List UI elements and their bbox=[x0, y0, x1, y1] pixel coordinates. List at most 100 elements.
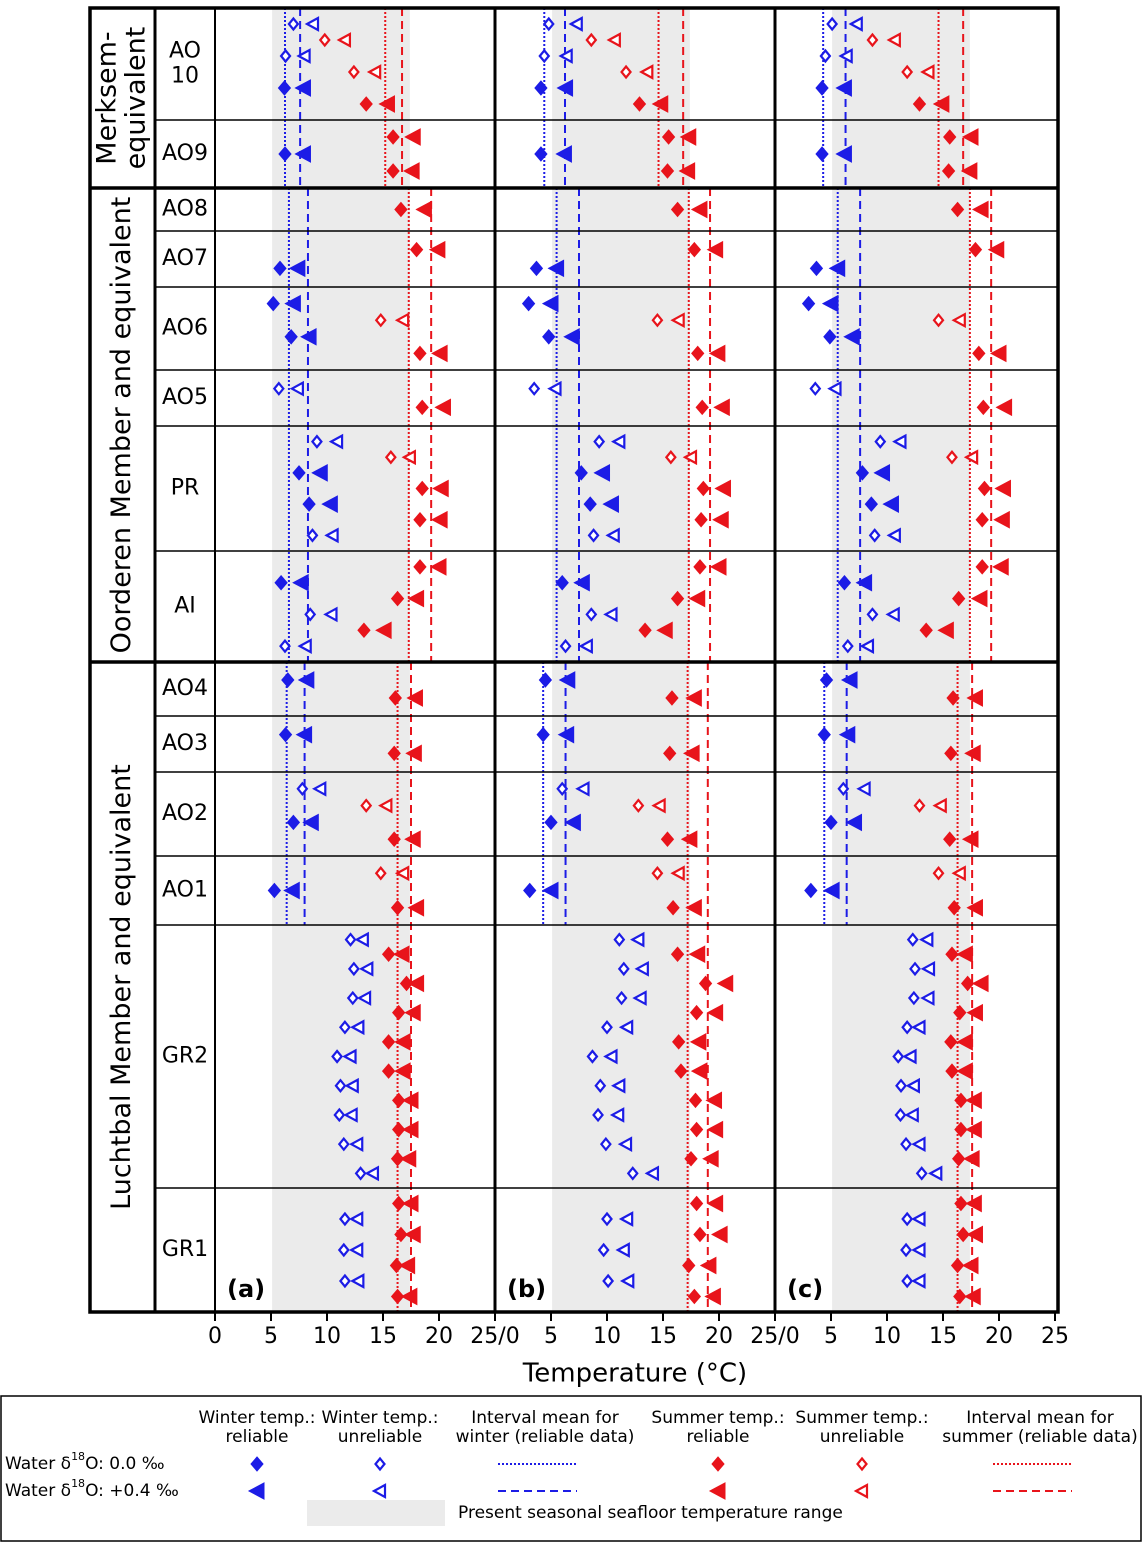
marker-triangle-open bbox=[619, 1273, 635, 1289]
marker-triangle bbox=[431, 510, 448, 529]
marker-diamond bbox=[583, 496, 597, 512]
marker-triangle bbox=[378, 95, 395, 113]
marker-triangle-open bbox=[354, 931, 369, 948]
marker-triangle bbox=[375, 621, 392, 640]
marker-triangle bbox=[297, 671, 315, 689]
marker-triangle-open bbox=[617, 1136, 633, 1153]
marker-diamond-open bbox=[874, 434, 887, 449]
present-range bbox=[552, 8, 690, 1312]
marker-diamond bbox=[950, 1257, 965, 1274]
marker-triangle bbox=[563, 327, 580, 346]
marker-triangle bbox=[392, 945, 410, 964]
marker-diamond bbox=[292, 465, 306, 481]
marker-triangle bbox=[321, 495, 338, 513]
marker-triangle bbox=[838, 725, 856, 744]
marker-triangle bbox=[966, 898, 983, 917]
marker-diamond-open bbox=[272, 381, 285, 396]
marker-diamond bbox=[960, 975, 975, 992]
marker-triangle bbox=[428, 240, 446, 259]
marker-triangle bbox=[556, 79, 574, 97]
marker-diamond-open bbox=[556, 781, 569, 797]
marker-triangle-open bbox=[919, 931, 934, 948]
marker-triangle bbox=[960, 162, 978, 180]
marker-triangle bbox=[708, 1482, 726, 1500]
x-tick-label: 15 bbox=[649, 1324, 677, 1349]
marker-triangle bbox=[993, 510, 1010, 529]
marker-triangle-open bbox=[296, 48, 311, 64]
marker-diamond-open bbox=[310, 434, 323, 449]
marker-triangle bbox=[558, 671, 576, 689]
marker-triangle-open bbox=[603, 606, 618, 623]
marker-triangle bbox=[987, 240, 1005, 259]
marker-triangle bbox=[432, 479, 449, 498]
marker-triangle-open bbox=[366, 64, 382, 80]
marker-triangle bbox=[688, 945, 706, 964]
marker-diamond-open bbox=[907, 990, 920, 1006]
marker-triangle bbox=[966, 689, 983, 707]
marker-triangle bbox=[843, 327, 860, 346]
marker-diamond bbox=[956, 1226, 970, 1243]
marker-diamond-open bbox=[542, 16, 555, 32]
x-tick-label: 5 bbox=[824, 1324, 838, 1349]
marker-diamond bbox=[694, 511, 708, 528]
marker-triangle bbox=[992, 558, 1009, 576]
marker-triangle bbox=[656, 621, 673, 640]
marker-diamond bbox=[555, 574, 569, 591]
marker-diamond bbox=[689, 1004, 704, 1021]
marker-diamond bbox=[670, 590, 685, 607]
marker-triangle bbox=[989, 344, 1007, 363]
marker-diamond bbox=[689, 1121, 704, 1138]
marker-triangle bbox=[403, 162, 420, 180]
marker-diamond-open bbox=[819, 48, 832, 64]
marker-triangle bbox=[541, 881, 559, 900]
x-tick-label: 10 bbox=[873, 1324, 901, 1349]
marker-triangle bbox=[688, 589, 706, 608]
legend-header: winter (reliable data) bbox=[456, 1427, 635, 1447]
marker-diamond bbox=[919, 622, 933, 639]
marker-triangle bbox=[965, 1194, 982, 1213]
marker-triangle bbox=[706, 1120, 724, 1139]
marker-triangle-open bbox=[644, 1165, 660, 1182]
marker-diamond bbox=[381, 1063, 396, 1079]
legend-text: O: +0.4 ‰ bbox=[85, 1481, 179, 1501]
marker-diamond bbox=[815, 80, 829, 96]
marker-diamond-open bbox=[346, 990, 359, 1006]
marker-diamond-open bbox=[306, 528, 319, 543]
marker-diamond bbox=[824, 814, 838, 831]
marker-diamond bbox=[661, 129, 676, 145]
marker-diamond bbox=[413, 511, 427, 528]
marker-diamond-open bbox=[587, 528, 600, 543]
marker-triangle bbox=[404, 830, 421, 849]
marker-diamond-open bbox=[344, 932, 357, 947]
row-label: AO4 bbox=[162, 676, 208, 701]
marker-diamond bbox=[952, 1151, 966, 1167]
marker-triangle bbox=[835, 79, 852, 97]
marker-triangle bbox=[404, 1225, 421, 1244]
marker-triangle-open bbox=[297, 638, 312, 654]
row-label: GR1 bbox=[162, 1237, 208, 1262]
marker-diamond bbox=[954, 1121, 968, 1138]
marker-diamond-open bbox=[360, 798, 373, 813]
x-tick-label: 15 bbox=[369, 1324, 397, 1349]
marker-diamond bbox=[953, 1004, 967, 1021]
marker-triangle bbox=[401, 1194, 419, 1213]
marker-diamond-open bbox=[304, 607, 317, 622]
marker-triangle bbox=[699, 1256, 717, 1275]
marker-diamond-open bbox=[901, 64, 914, 80]
legend-text: 18 bbox=[71, 1477, 85, 1490]
marker-diamond-open bbox=[866, 32, 879, 48]
marker-diamond bbox=[968, 241, 983, 258]
marker-triangle-open bbox=[324, 527, 339, 544]
marker-diamond bbox=[687, 1288, 702, 1305]
marker-triangle-open bbox=[920, 990, 935, 1006]
marker-triangle bbox=[706, 240, 724, 259]
marker-triangle bbox=[399, 1149, 417, 1168]
marker-triangle-open bbox=[963, 449, 979, 466]
legend-header: reliable bbox=[687, 1427, 750, 1447]
x-tick-label: 5 bbox=[544, 1324, 558, 1349]
marker-diamond-open bbox=[626, 1166, 639, 1181]
marker-diamond bbox=[943, 129, 957, 145]
marker-triangle-open bbox=[904, 1107, 919, 1123]
group-label-line: equivalent bbox=[120, 27, 151, 170]
marker-diamond bbox=[273, 260, 287, 277]
